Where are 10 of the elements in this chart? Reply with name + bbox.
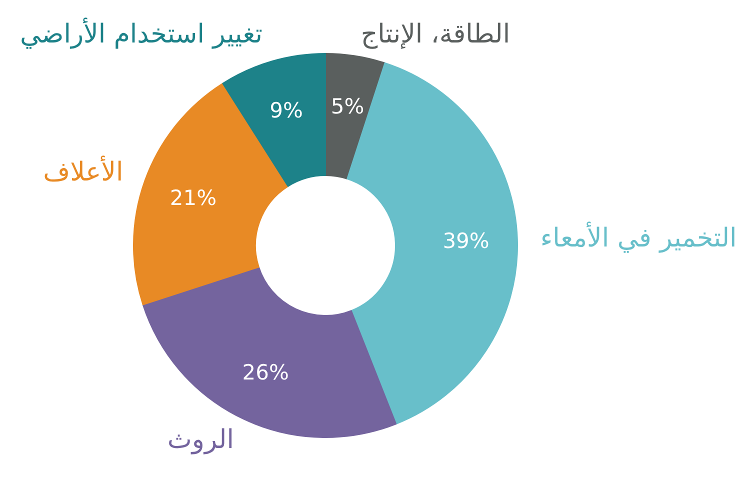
data-label: 21% xyxy=(170,186,217,210)
slice-label: الروث xyxy=(167,425,234,456)
data-label: 5% xyxy=(330,94,364,119)
slice-label: الطاقة، الإنتاج xyxy=(360,19,510,50)
slice-label: تغيير استخدام الأراضي xyxy=(20,17,263,50)
data-label: 39% xyxy=(442,229,490,254)
data-label: 26% xyxy=(242,360,289,385)
slice-label: التخمير في الأمعاء xyxy=(540,222,737,254)
slice-label: الأعلاف xyxy=(43,156,124,188)
data-label: 9% xyxy=(270,98,303,122)
